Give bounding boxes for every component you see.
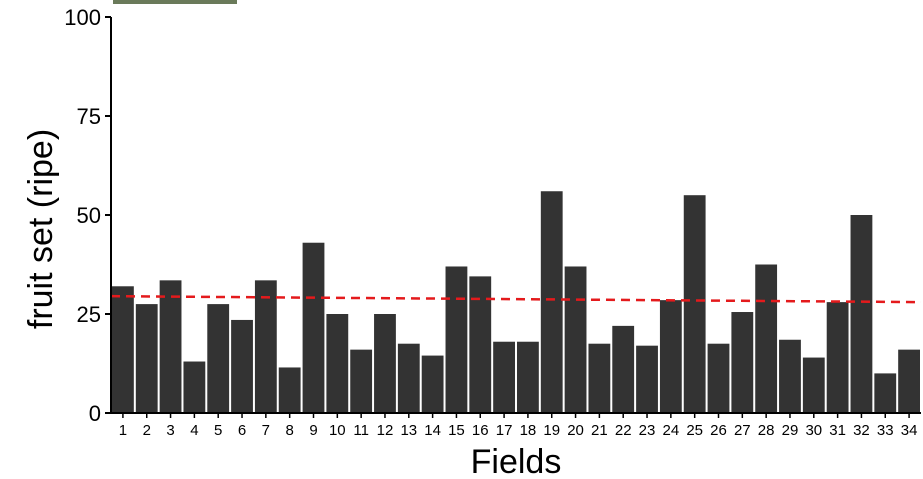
- x-tick-label-5: 5: [214, 422, 222, 439]
- bar-field-33: [874, 373, 897, 413]
- bar-field-6: [231, 319, 253, 413]
- x-tick-label-22: 22: [615, 422, 632, 439]
- y-tick-label-50: 50: [77, 203, 101, 228]
- bar-field-17: [493, 341, 515, 413]
- bar-field-34: [898, 349, 920, 413]
- bar-field-10: [326, 314, 349, 413]
- y-ticks-group: 0 25 50 75 100: [64, 5, 111, 426]
- bar-field-14: [421, 355, 444, 413]
- x-tick-label-6: 6: [238, 422, 246, 439]
- bar-field-15: [445, 266, 468, 413]
- x-tick-label-2: 2: [143, 422, 151, 439]
- x-tick-label-17: 17: [496, 422, 513, 439]
- bar-field-4: [183, 361, 206, 413]
- x-tick-label-9: 9: [309, 422, 317, 439]
- bar-field-9: [302, 242, 325, 413]
- x-tick-label-12: 12: [377, 422, 394, 439]
- x-tick-label-31: 31: [829, 422, 846, 439]
- x-tick-label-33: 33: [877, 422, 894, 439]
- x-tick-label-15: 15: [448, 422, 465, 439]
- x-tick-label-21: 21: [591, 422, 608, 439]
- x-ticks-group: 1 2 3 4 5 6 7 8 9 10 11 12 13 14 15 16 17 18 19 20 21 22 23 24 2…: [119, 413, 918, 439]
- bar-field-18: [517, 341, 539, 413]
- bar-field-5: [207, 304, 230, 413]
- bar-field-26: [707, 343, 730, 413]
- x-tick-label-25: 25: [686, 422, 703, 439]
- x-tick-label-14: 14: [424, 422, 441, 439]
- x-tick-label-18: 18: [520, 422, 537, 439]
- bar-field-21: [588, 343, 611, 413]
- bar-field-29: [779, 339, 801, 413]
- x-tick-label-7: 7: [262, 422, 270, 439]
- x-tick-label-29: 29: [782, 422, 799, 439]
- bar-field-11: [350, 349, 373, 413]
- bar-field-3: [159, 280, 182, 413]
- x-tick-label-24: 24: [663, 422, 680, 439]
- x-tick-label-32: 32: [853, 422, 870, 439]
- bar-field-8: [278, 367, 301, 413]
- bar-field-28: [755, 264, 778, 413]
- bar-field-30: [802, 357, 825, 413]
- bar-field-2: [135, 304, 158, 413]
- bar-field-13: [397, 343, 420, 413]
- legend-swatch: [113, 0, 237, 4]
- bar-field-19: [540, 191, 563, 413]
- x-tick-label-8: 8: [286, 422, 294, 439]
- bar-field-16: [469, 276, 492, 413]
- x-tick-label-13: 13: [400, 422, 417, 439]
- x-tick-label-1: 1: [119, 422, 127, 439]
- x-tick-label-10: 10: [329, 422, 346, 439]
- x-tick-label-4: 4: [190, 422, 198, 439]
- x-tick-label-26: 26: [710, 422, 727, 439]
- bar-field-23: [636, 345, 658, 413]
- bar-field-12: [374, 314, 396, 413]
- y-tick-label-100: 100: [64, 5, 101, 30]
- bar-field-25: [683, 195, 706, 413]
- x-tick-label-3: 3: [166, 422, 174, 439]
- x-tick-label-34: 34: [901, 422, 918, 439]
- bar-field-31: [826, 302, 849, 413]
- x-tick-label-11: 11: [353, 422, 369, 439]
- x-tick-label-27: 27: [734, 422, 751, 439]
- x-tick-label-20: 20: [567, 422, 584, 439]
- bar-field-22: [612, 325, 635, 413]
- bar-field-7: [254, 280, 277, 413]
- bar-field-27: [731, 312, 754, 413]
- y-tick-label-75: 75: [77, 104, 101, 129]
- x-tick-label-28: 28: [758, 422, 775, 439]
- bar-field-1: [112, 286, 134, 413]
- bar-field-20: [564, 266, 587, 413]
- bars-group: [112, 191, 920, 413]
- y-axis-title: fruit set (ripe): [22, 129, 60, 329]
- bar-field-32: [850, 215, 873, 413]
- x-tick-label-23: 23: [639, 422, 656, 439]
- x-tick-label-19: 19: [543, 422, 560, 439]
- x-tick-label-30: 30: [805, 422, 822, 439]
- trend-line: [110, 294, 922, 304]
- y-tick-label-0: 0: [89, 401, 101, 426]
- x-tick-label-16: 16: [472, 422, 489, 439]
- y-tick-label-25: 25: [77, 302, 101, 327]
- x-axis-title: Fields: [471, 443, 562, 479]
- bar-field-24: [659, 300, 682, 413]
